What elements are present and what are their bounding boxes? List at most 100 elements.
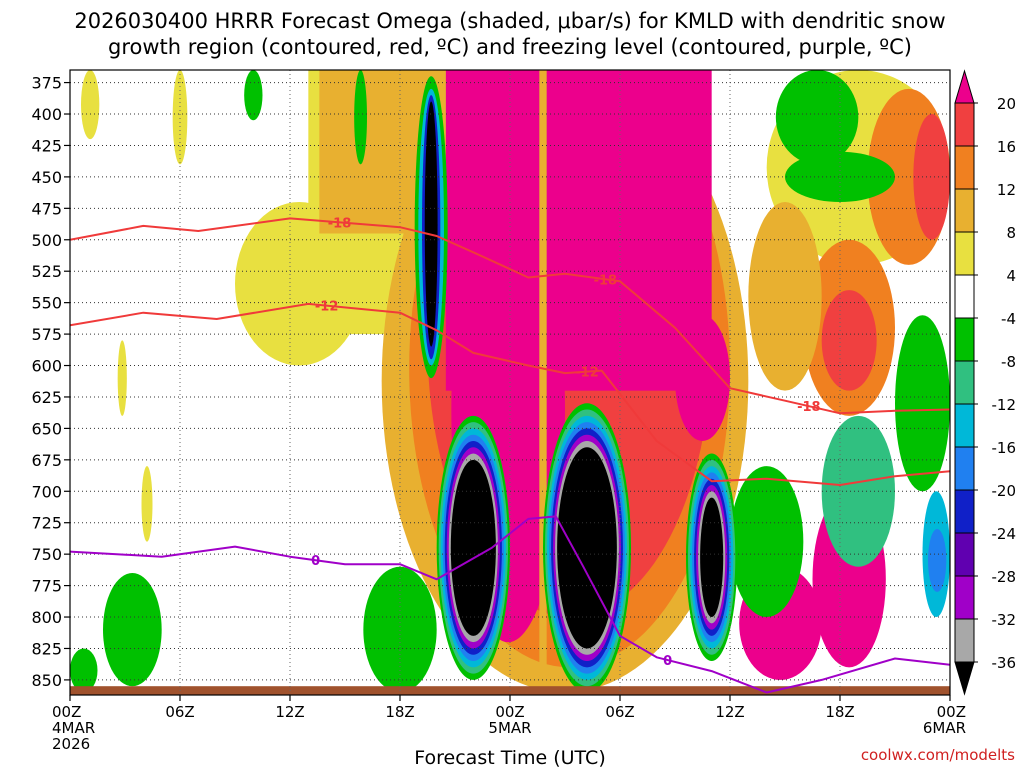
y-tick-label: 700	[31, 482, 62, 501]
omega-moderate-ascent-region	[748, 202, 822, 391]
contour-line-0	[70, 515, 950, 694]
x-tick-label: 12Z	[715, 703, 744, 721]
omega-low-level-descent-core	[557, 447, 617, 649]
colorbar-label: -16	[992, 439, 1017, 457]
y-tick-label: 775	[31, 577, 62, 596]
x-tick-label: 00Z	[937, 703, 966, 721]
y-tick-label: 525	[31, 262, 62, 281]
y-tick-label: 550	[31, 294, 62, 313]
plot-area: -18 -18 -18 -12 -12 0 0	[70, 70, 950, 695]
colorbar: 20 16 12 8 4 -4 -8 -12 -16 -20 -24 -28 -32 -36	[954, 69, 1017, 696]
y-tick-label: 375	[31, 74, 62, 93]
x-axis-label: Forecast Time (UTC)	[414, 747, 605, 768]
omega-strong-ascent-region	[821, 290, 877, 391]
omega-weak-descent-region	[785, 151, 895, 203]
omega-low-level-descent-core	[700, 497, 724, 618]
colorbar-label: 20	[997, 95, 1016, 113]
y-tick-label: 600	[31, 357, 62, 376]
colorbar-label: -28	[992, 568, 1017, 586]
y-tick-label: 800	[31, 608, 62, 627]
y-tick-label: 750	[31, 545, 62, 564]
omega-weak-descent-region	[70, 648, 98, 693]
x-tick-date-label: 6MAR	[923, 719, 966, 737]
y-tick-label: 475	[31, 199, 62, 218]
omega-weak-ascent-region	[141, 466, 153, 542]
omega-weak-ascent-region	[117, 340, 127, 416]
contour-label: 0	[311, 554, 320, 569]
x-tick-label: 12Z	[275, 703, 304, 721]
x-tick-label: 18Z	[825, 703, 854, 721]
omega-weak-ascent-region	[81, 70, 100, 140]
omega-low-level-descent-core	[450, 459, 496, 636]
y-tick-label: 400	[31, 105, 62, 124]
y-tick-label: 575	[31, 325, 62, 344]
colorbar-label: 12	[997, 181, 1016, 199]
contour-label: -18	[328, 216, 352, 231]
omega-weak-descent-region	[775, 70, 859, 165]
colorbar-swatch	[954, 188, 975, 233]
colorbar-swatch	[954, 317, 975, 362]
colorbar-swatch	[954, 145, 975, 190]
credit-text: coolwx.com/modelts	[861, 746, 1015, 764]
colorbar-label: 4	[1006, 267, 1016, 285]
omega-weak-descent-region	[363, 566, 437, 693]
colorbar-swatch	[954, 446, 975, 491]
x-tick-date-label: 4MAR	[52, 719, 95, 737]
y-axis: 375 400 425 450 475 500 525 550 575 600 625 650 675 7…	[31, 69, 951, 696]
contour-label: -12	[315, 300, 339, 315]
colorbar-swatch	[954, 575, 975, 620]
chart-title-line-1: 2026030400 HRRR Forecast Omega (shaded, …	[74, 9, 945, 33]
chart-title-line-2: growth region (contoured, red, ºC) and f…	[108, 35, 912, 59]
y-tick-label: 425	[31, 136, 62, 155]
omega-descent-core	[424, 101, 438, 347]
colorbar-swatch	[954, 532, 975, 577]
colorbar-label: -12	[992, 396, 1017, 414]
colorbar-swatch	[954, 403, 975, 448]
colorbar-swatch	[954, 102, 975, 147]
omega-weak-descent-region	[102, 573, 162, 687]
omega-weak-descent-region	[354, 70, 368, 165]
omega-weak-descent-region	[928, 529, 947, 592]
colorbar-swatch	[954, 360, 975, 405]
contour-label: -18	[797, 400, 821, 415]
colorbar-label: 16	[997, 138, 1016, 156]
colorbar-swatch	[954, 231, 975, 276]
y-tick-label: 725	[31, 514, 62, 533]
colorbar-label: -20	[992, 482, 1017, 500]
x-tick-label: 18Z	[385, 703, 414, 721]
contour-label: -12	[575, 366, 599, 381]
omega-max-ascent-region	[675, 315, 730, 441]
x-tick-date-label: 5MAR	[488, 719, 531, 737]
y-tick-label: 500	[31, 231, 62, 250]
y-tick-label: 650	[31, 419, 62, 438]
x-tick-label: 00Z	[495, 703, 524, 721]
omega-gap-column	[539, 70, 547, 693]
x-tick-label: 00Z	[52, 703, 81, 721]
y-tick-label: 450	[31, 168, 62, 187]
omega-weak-ascent-region	[172, 70, 188, 165]
colorbar-swatch	[954, 69, 975, 104]
colorbar-swatch	[954, 489, 975, 534]
colorbar-label: -32	[992, 611, 1017, 629]
omega-weak-descent-region	[895, 315, 950, 492]
omega-weak-descent-region	[244, 70, 263, 121]
colorbar-label: -24	[992, 525, 1017, 543]
contour-line-minus18	[70, 217, 950, 415]
omega-weak-descent-region	[730, 466, 804, 618]
colorbar-label: -4	[1001, 310, 1016, 328]
x-tick-year-label: 2026	[52, 735, 90, 753]
colorbar-swatch	[954, 274, 975, 319]
y-tick-label: 825	[31, 639, 62, 658]
omega-weak-ascent-region	[235, 202, 364, 366]
y-tick-label: 850	[31, 671, 62, 690]
colorbar-swatch	[954, 618, 975, 663]
colorbar-label: 8	[1006, 224, 1016, 242]
contour-label: -18	[594, 273, 618, 288]
colorbar-swatch	[954, 661, 975, 696]
colorbar-label: -36	[992, 654, 1017, 672]
colorbar-label: -8	[1001, 353, 1016, 371]
contour-line-minus12	[70, 302, 950, 486]
x-tick-label: 06Z	[605, 703, 634, 721]
